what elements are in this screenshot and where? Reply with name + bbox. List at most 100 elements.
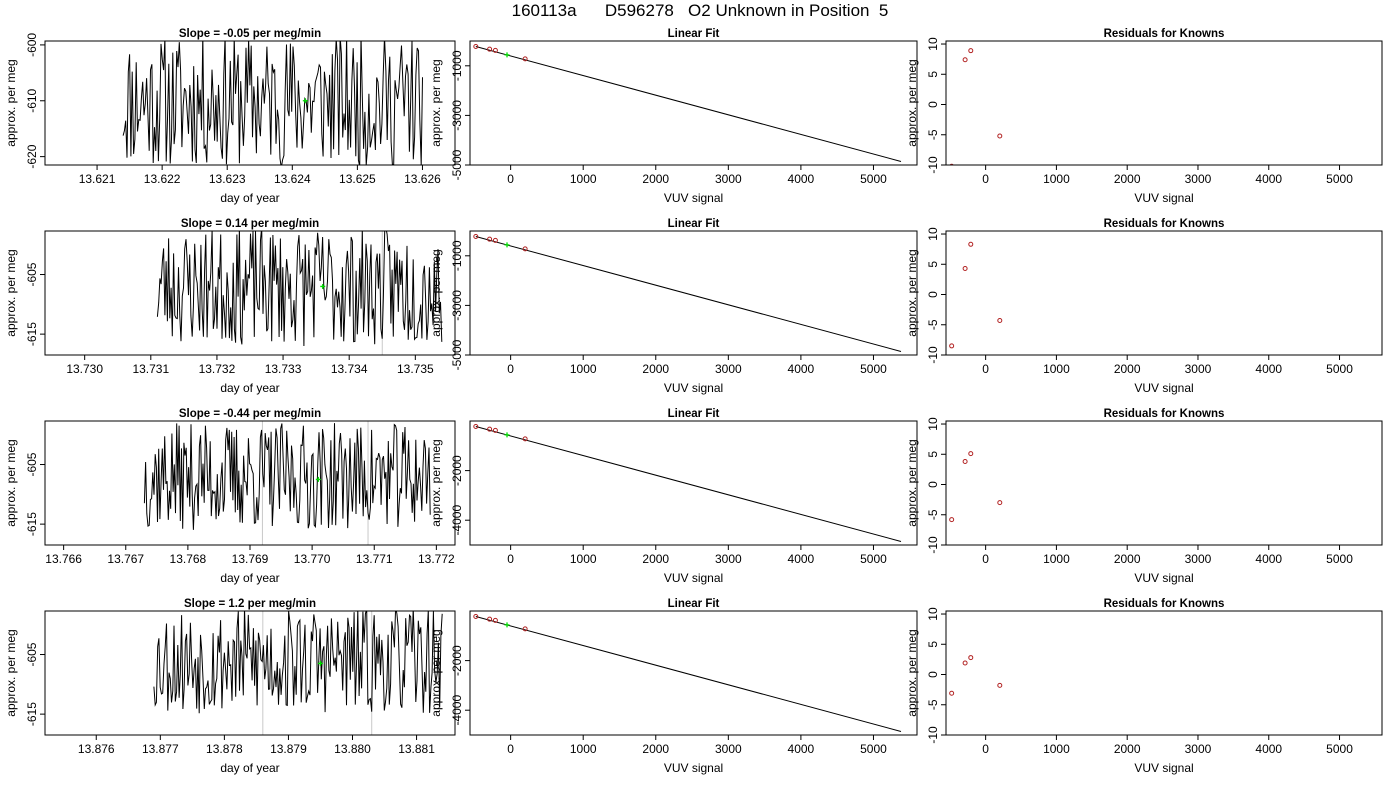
x-tick-label: 0 <box>982 172 989 186</box>
y-tick-label: -615 <box>25 512 39 536</box>
data-point <box>522 626 528 632</box>
x-tick-label: 5000 <box>1326 552 1353 566</box>
x-tick-label: 13.731 <box>132 362 169 376</box>
x-tick-label: 13.733 <box>265 362 302 376</box>
plot-area <box>473 43 902 162</box>
plot-frame <box>945 420 1383 546</box>
x-tick-label: 0 <box>982 742 989 756</box>
x-tick-label: 5000 <box>1326 172 1353 186</box>
plot-area <box>949 655 1003 696</box>
x-axis-label: VUV signal <box>1134 571 1193 585</box>
y-tick-label: -1000 <box>450 50 464 81</box>
series-line <box>475 426 902 542</box>
y-tick-label: -5 <box>926 319 940 330</box>
x-tick-label: 13.622 <box>144 172 181 186</box>
plot-frame <box>945 230 1383 356</box>
x-tick-label: 0 <box>507 742 514 756</box>
chart-title: Linear Fit <box>668 408 720 420</box>
data-point <box>962 660 968 666</box>
plot-frame <box>945 40 1383 166</box>
y-tick-label: 10 <box>926 607 940 621</box>
x-tick-label: 4000 <box>788 742 815 756</box>
series-line <box>475 46 902 162</box>
data-point <box>473 233 479 239</box>
x-axis-label: day of year <box>220 381 279 395</box>
x-tick-label: 3000 <box>715 172 742 186</box>
panel-2-2: 0 1000 2000 3000 4000 5000 -5000 -3000 -1000 Line… <box>429 218 918 395</box>
x-axis-label: VUV signal <box>664 381 723 395</box>
x-tick-label: 3000 <box>1185 172 1212 186</box>
plot-area <box>473 613 902 732</box>
y-tick-label: -2000 <box>450 645 464 676</box>
y-tick-label: -605 <box>25 262 39 286</box>
x-tick-label: 5000 <box>1326 362 1353 376</box>
data-point <box>492 617 498 623</box>
x-tick-label: 1000 <box>1043 552 1070 566</box>
panel-3-2: 0 1000 2000 3000 4000 5000 -4000 -2000 Linear Fi… <box>429 408 918 585</box>
x-tick-label: 5000 <box>860 362 887 376</box>
x-tick-label: 0 <box>982 552 989 566</box>
x-tick-label: 13.734 <box>331 362 368 376</box>
x-tick-label: 2000 <box>1114 742 1141 756</box>
plot-area <box>122 41 423 165</box>
panel-1-3: 0 1000 2000 3000 4000 5000 -10 -5 0 5 10 Residuals … <box>905 28 1383 205</box>
data-point <box>997 318 1003 324</box>
y-tick-label: -4000 <box>450 695 464 726</box>
plot-area <box>473 423 902 542</box>
chart-title: Linear Fit <box>668 218 720 230</box>
unknown-marker <box>320 283 326 289</box>
x-tick-label: 0 <box>982 362 989 376</box>
plot-area <box>143 421 431 545</box>
y-tick-label: 0 <box>926 481 940 488</box>
x-tick-label: 3000 <box>715 552 742 566</box>
data-point <box>968 48 974 54</box>
x-tick-label: 1000 <box>570 172 597 186</box>
x-axis-label: VUV signal <box>1134 191 1193 205</box>
x-tick-label: 3000 <box>715 362 742 376</box>
y-tick-label: -615 <box>25 322 39 346</box>
x-tick-label: 2000 <box>642 552 669 566</box>
series-line <box>475 616 902 732</box>
y-tick-label: -10 <box>926 536 940 554</box>
y-tick-label: -5000 <box>450 339 464 370</box>
x-tick-label: 1000 <box>570 362 597 376</box>
plot-area <box>153 611 443 735</box>
data-point <box>487 236 493 242</box>
y-tick-label: -615 <box>25 702 39 726</box>
x-axis-label: VUV signal <box>1134 761 1193 775</box>
x-axis-label: VUV signal <box>664 191 723 205</box>
x-tick-label: 4000 <box>1255 742 1282 756</box>
chart-title: Slope = -0.44 per meg/min <box>179 408 321 420</box>
y-tick-label: 5 <box>926 71 940 78</box>
y-axis-label: approx. per meg <box>429 59 443 146</box>
data-point <box>962 266 968 272</box>
y-axis-label: approx. per meg <box>905 439 919 526</box>
data-point <box>492 237 498 243</box>
data-point <box>473 613 479 619</box>
x-tick-label: 5000 <box>860 742 887 756</box>
chart-title: Linear Fit <box>668 598 720 610</box>
x-axis-label: VUV signal <box>664 761 723 775</box>
chart-title: Residuals for Knowns <box>1104 408 1225 420</box>
y-axis-label: approx. per meg <box>4 439 18 526</box>
y-axis-label: approx. per meg <box>4 249 18 336</box>
plot-area <box>156 231 443 355</box>
x-axis-label: day of year <box>220 761 279 775</box>
data-point <box>487 46 493 52</box>
panel-4-1: 13.876 13.877 13.878 13.879 13.880 13.881 -615… <box>4 598 456 775</box>
x-tick-label: 13.878 <box>206 742 243 756</box>
panel-4-3: 0 1000 2000 3000 4000 5000 -10 -5 0 5 10 Residuals … <box>905 598 1383 775</box>
x-tick-label: 13.735 <box>397 362 434 376</box>
y-tick-label: -2000 <box>450 455 464 486</box>
y-tick-label: -3000 <box>450 100 464 131</box>
x-tick-label: 5000 <box>860 172 887 186</box>
panel-2-3: 0 1000 2000 3000 4000 5000 -10 -5 0 5 10 Residuals … <box>905 218 1383 395</box>
y-tick-label: -5000 <box>450 149 464 180</box>
x-tick-label: 4000 <box>788 362 815 376</box>
data-point <box>487 616 493 622</box>
x-tick-label: 13.769 <box>232 552 269 566</box>
x-tick-label: 0 <box>507 552 514 566</box>
x-tick-label: 13.621 <box>79 172 116 186</box>
chart-title: Residuals for Knowns <box>1104 598 1225 610</box>
unknown-marker <box>504 242 510 248</box>
